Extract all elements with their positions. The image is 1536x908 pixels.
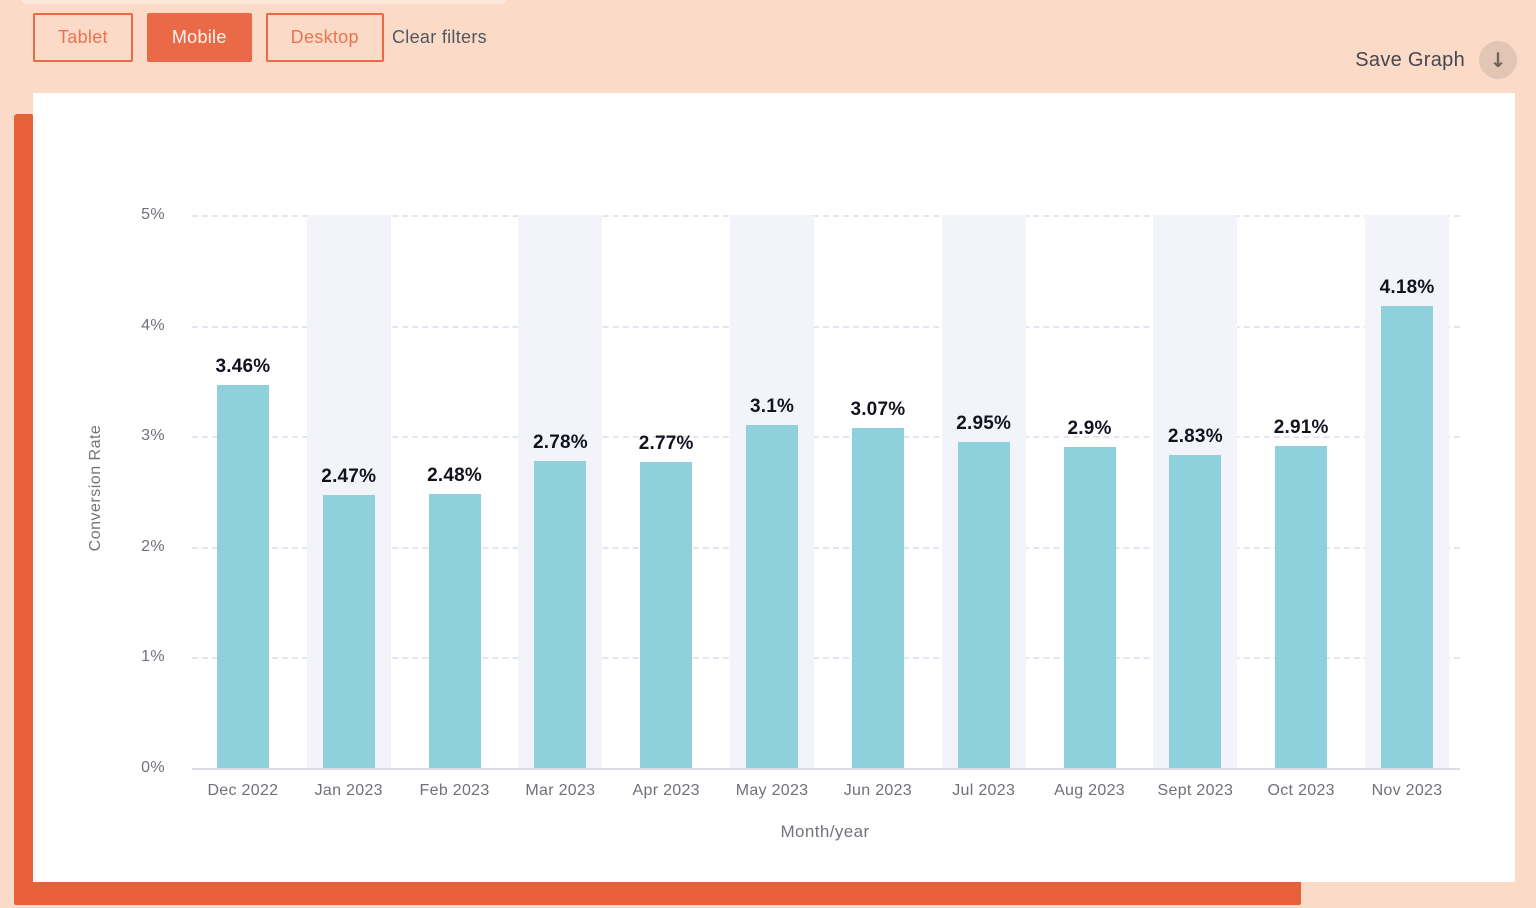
x-tick-label-may-2023: May 2023 bbox=[735, 782, 809, 799]
device-filter-group: Tablet Mobile Desktop bbox=[33, 13, 384, 62]
filter-button-mobile[interactable]: Mobile bbox=[146, 13, 252, 62]
x-tick-label-nov-2023: Nov 2023 bbox=[1371, 782, 1443, 799]
bar-value-label-may-2023: 3.1% bbox=[749, 396, 795, 417]
y-tick-label-3%: 3% bbox=[141, 427, 165, 445]
save-graph-label[interactable]: Save Graph bbox=[1355, 48, 1465, 71]
gridline-1% bbox=[192, 657, 1460, 660]
filter-button-tablet[interactable]: Tablet bbox=[33, 13, 133, 62]
chart-column-jul-2023: 2.95% Jul 2023 bbox=[931, 215, 1037, 799]
bar-value-label-sept-2023: 2.83% bbox=[1167, 426, 1223, 447]
decorative-bottom-stripe bbox=[14, 880, 1301, 905]
x-tick-label-feb-2023: Feb 2023 bbox=[419, 782, 490, 799]
bar-value-label-apr-2023: 2.77% bbox=[638, 433, 694, 454]
bar-value-label-mar-2023: 2.78% bbox=[532, 432, 588, 453]
chart-column-mar-2023: 2.78% Mar 2023 bbox=[507, 215, 613, 799]
chart-column-jun-2023: 3.07% Jun 2023 bbox=[825, 215, 931, 799]
bar-value-label-oct-2023: 2.91% bbox=[1273, 417, 1329, 438]
gridline-2% bbox=[192, 546, 1460, 549]
save-graph-control[interactable]: Save Graph ↓ bbox=[1355, 41, 1517, 79]
x-tick-label-jun-2023: Jun 2023 bbox=[843, 782, 912, 799]
bar-aug-2023[interactable] bbox=[1063, 447, 1116, 768]
x-tick-label-mar-2023: Mar 2023 bbox=[525, 782, 596, 799]
bar-apr-2023[interactable] bbox=[640, 462, 693, 768]
bar-value-label-nov-2023: 4.18% bbox=[1379, 277, 1435, 298]
x-axis-title: Month/year bbox=[780, 822, 870, 841]
y-axis-title: Conversion Rate bbox=[87, 424, 104, 552]
bar-jul-2023[interactable] bbox=[957, 442, 1010, 768]
y-tick-label-4%: 4% bbox=[141, 316, 165, 334]
bar-value-label-jun-2023: 3.07% bbox=[850, 399, 906, 420]
download-arrow-icon: ↓ bbox=[1489, 48, 1507, 72]
decorative-top-strip bbox=[20, 0, 507, 4]
filter-button-desktop[interactable]: Desktop bbox=[265, 13, 384, 62]
y-tick-label-2%: 2% bbox=[141, 537, 165, 555]
bar-value-label-jan-2023: 2.47% bbox=[321, 466, 377, 487]
bar-jun-2023[interactable] bbox=[851, 428, 904, 768]
chart-column-may-2023: 3.1% May 2023 bbox=[719, 215, 825, 799]
x-tick-label-aug-2023: Aug 2023 bbox=[1054, 782, 1125, 799]
bar-mar-2023[interactable] bbox=[534, 461, 587, 768]
bar-jan-2023[interactable] bbox=[322, 495, 375, 768]
decorative-left-stripe bbox=[14, 114, 34, 904]
y-tick-label-5%: 5% bbox=[141, 206, 165, 223]
bar-sept-2023[interactable] bbox=[1169, 455, 1222, 768]
y-tick-label-1%: 1% bbox=[141, 648, 165, 666]
chart-column-apr-2023: 2.77% Apr 2023 bbox=[613, 215, 719, 799]
bar-chart-plot-area: 0% 1% 2% 3% 4% 5% 3.46% Dec 2022 2.47% Jan 2023 2… bbox=[141, 206, 1460, 799]
x-tick-label-jan-2023: Jan 2023 bbox=[314, 782, 383, 799]
x-tick-label-oct-2023: Oct 2023 bbox=[1267, 782, 1335, 799]
chart-column-dec-2022: 3.46% Dec 2022 bbox=[190, 215, 296, 799]
bar-nov-2023[interactable] bbox=[1381, 306, 1434, 768]
x-tick-label-jul-2023: Jul 2023 bbox=[952, 782, 1016, 799]
chart-columns: 3.46% Dec 2022 2.47% Jan 2023 2.48% Feb 2023 2… bbox=[190, 215, 1460, 799]
bar-value-label-aug-2023: 2.9% bbox=[1067, 418, 1112, 439]
bar-dec-2022[interactable] bbox=[216, 385, 269, 768]
bar-oct-2023[interactable] bbox=[1275, 446, 1328, 768]
x-tick-label-dec-2022: Dec 2022 bbox=[207, 782, 279, 799]
x-tick-label-apr-2023: Apr 2023 bbox=[632, 782, 700, 799]
clear-filters-button[interactable]: Clear filters bbox=[386, 13, 493, 62]
y-tick-label-0%: 0% bbox=[141, 759, 165, 776]
chart-column-oct-2023: 2.91% Oct 2023 bbox=[1248, 215, 1354, 799]
chart-card: Conversion Rate 0% 1% 2% 3% 4% 5% 3.46% Dec 20… bbox=[33, 93, 1515, 882]
gridline-5% bbox=[192, 215, 1460, 217]
chart-column-feb-2023: 2.48% Feb 2023 bbox=[402, 215, 508, 799]
bar-value-label-jul-2023: 2.95% bbox=[956, 413, 1012, 434]
bar-value-label-feb-2023: 2.48% bbox=[427, 465, 482, 486]
bar-feb-2023[interactable] bbox=[428, 494, 481, 768]
gridline-3% bbox=[192, 436, 1460, 439]
gridline-4% bbox=[192, 325, 1460, 328]
bar-may-2023[interactable] bbox=[746, 425, 799, 768]
bar-value-label-dec-2022: 3.46% bbox=[215, 356, 271, 377]
chart-column-sept-2023: 2.83% Sept 2023 bbox=[1142, 215, 1248, 799]
chart-column-jan-2023: 2.47% Jan 2023 bbox=[296, 215, 402, 799]
gridline-0% bbox=[192, 768, 1460, 770]
x-tick-label-sept-2023: Sept 2023 bbox=[1157, 782, 1234, 799]
chart-column-aug-2023: 2.9% Aug 2023 bbox=[1037, 215, 1143, 799]
chart-column-nov-2023: 4.18% Nov 2023 bbox=[1354, 215, 1460, 799]
download-button[interactable]: ↓ bbox=[1479, 41, 1517, 79]
